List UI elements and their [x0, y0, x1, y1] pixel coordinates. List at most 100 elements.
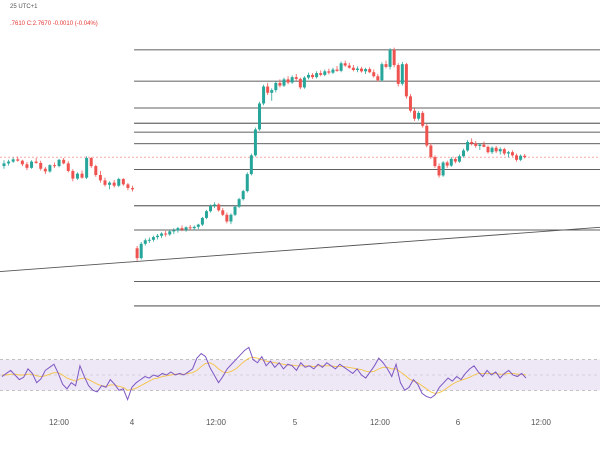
candle-1	[2, 160, 6, 169]
candle-29	[131, 185, 135, 192]
candle-16	[71, 169, 75, 182]
candle-body	[103, 180, 107, 185]
candle-52	[225, 212, 229, 224]
candle-79	[335, 65, 339, 72]
candle-6	[25, 162, 29, 171]
candle-122	[510, 150, 514, 157]
candle-124	[519, 154, 523, 162]
candle-body	[331, 69, 335, 73]
candle-body	[209, 205, 213, 212]
candle-body	[506, 152, 510, 154]
candle-17	[75, 172, 79, 180]
candle-body	[335, 69, 339, 71]
candle-96	[404, 62, 408, 99]
candle-body	[233, 206, 237, 215]
candle-body	[196, 224, 200, 227]
candle-body	[108, 182, 112, 185]
candle-85	[360, 66, 364, 73]
candle-body	[453, 158, 457, 162]
candle-body	[188, 227, 192, 229]
candle-body	[39, 162, 43, 169]
candle-body	[351, 67, 355, 70]
candle-body	[282, 79, 286, 86]
candle-15	[66, 161, 70, 173]
candle-body	[404, 64, 408, 97]
candle-12	[52, 162, 56, 168]
candle-body	[245, 174, 249, 192]
candle-111	[466, 140, 470, 152]
candle-36	[160, 232, 164, 239]
candle-94	[396, 63, 400, 87]
candle-108	[453, 157, 457, 164]
candle-89	[376, 74, 380, 82]
candle-body	[302, 77, 306, 88]
candle-32	[143, 238, 147, 246]
candle-body	[437, 166, 441, 176]
candle-109	[457, 154, 461, 163]
candle-body	[57, 159, 61, 167]
candle-body	[34, 161, 38, 163]
candle-body	[294, 77, 298, 79]
candle-body	[241, 191, 245, 200]
candle-83	[351, 65, 355, 72]
rsi-pane[interactable]	[0, 340, 600, 410]
header-timezone: 25 UTC+1	[10, 4, 38, 10]
candle-body	[253, 129, 257, 156]
candle-body	[417, 112, 421, 119]
candle-body	[204, 211, 208, 218]
trend-line	[0, 226, 600, 272]
candle-46	[200, 217, 204, 226]
candle-56	[241, 189, 245, 201]
candle-113	[474, 141, 478, 148]
candle-body	[66, 163, 70, 171]
candle-body	[474, 143, 478, 146]
candle-body	[62, 159, 66, 164]
candle-40	[176, 226, 180, 233]
candle-body	[400, 64, 404, 84]
candle-body	[315, 73, 319, 78]
candle-71	[302, 76, 306, 89]
candle-body	[270, 90, 274, 93]
candle-body	[192, 226, 196, 229]
time-label-1: 12:00	[48, 418, 70, 427]
candle-24	[108, 181, 112, 190]
candle-body	[16, 159, 20, 161]
candle-103	[433, 155, 437, 168]
candle-body	[498, 149, 502, 152]
candle-78	[331, 67, 335, 75]
candle-body	[457, 156, 461, 162]
candle-107	[449, 157, 453, 167]
candle-2	[7, 159, 11, 166]
candle-54	[233, 205, 237, 217]
candle-body	[48, 165, 52, 172]
candle-44	[192, 225, 196, 231]
candle-body	[372, 72, 376, 77]
candle-body	[71, 170, 75, 179]
candle-body	[380, 64, 384, 81]
candle-body	[221, 210, 225, 215]
candle-14	[62, 158, 66, 165]
candle-body	[94, 166, 98, 175]
candle-10	[43, 166, 47, 175]
candle-75	[319, 70, 323, 77]
candle-body	[11, 159, 15, 162]
candle-body	[388, 49, 392, 67]
candle-58	[249, 153, 253, 176]
candle-body	[225, 214, 229, 222]
price-chart[interactable]	[0, 0, 600, 330]
candle-body	[323, 71, 327, 75]
candle-body	[413, 110, 417, 119]
candle-42	[184, 226, 188, 232]
candle-body	[135, 248, 139, 259]
candle-84	[355, 66, 359, 73]
candle-125	[523, 153, 527, 159]
candle-body	[213, 204, 217, 206]
candle-49	[213, 202, 217, 209]
symbol-header: 25 UTC+1 .7610 C:2.7670 -0.0010 (-0.04%)	[0, 0, 300, 40]
candle-body	[376, 76, 380, 81]
candle-59	[253, 127, 257, 157]
candle-body	[200, 217, 204, 225]
candle-body	[392, 49, 396, 66]
candle-38	[168, 229, 172, 236]
